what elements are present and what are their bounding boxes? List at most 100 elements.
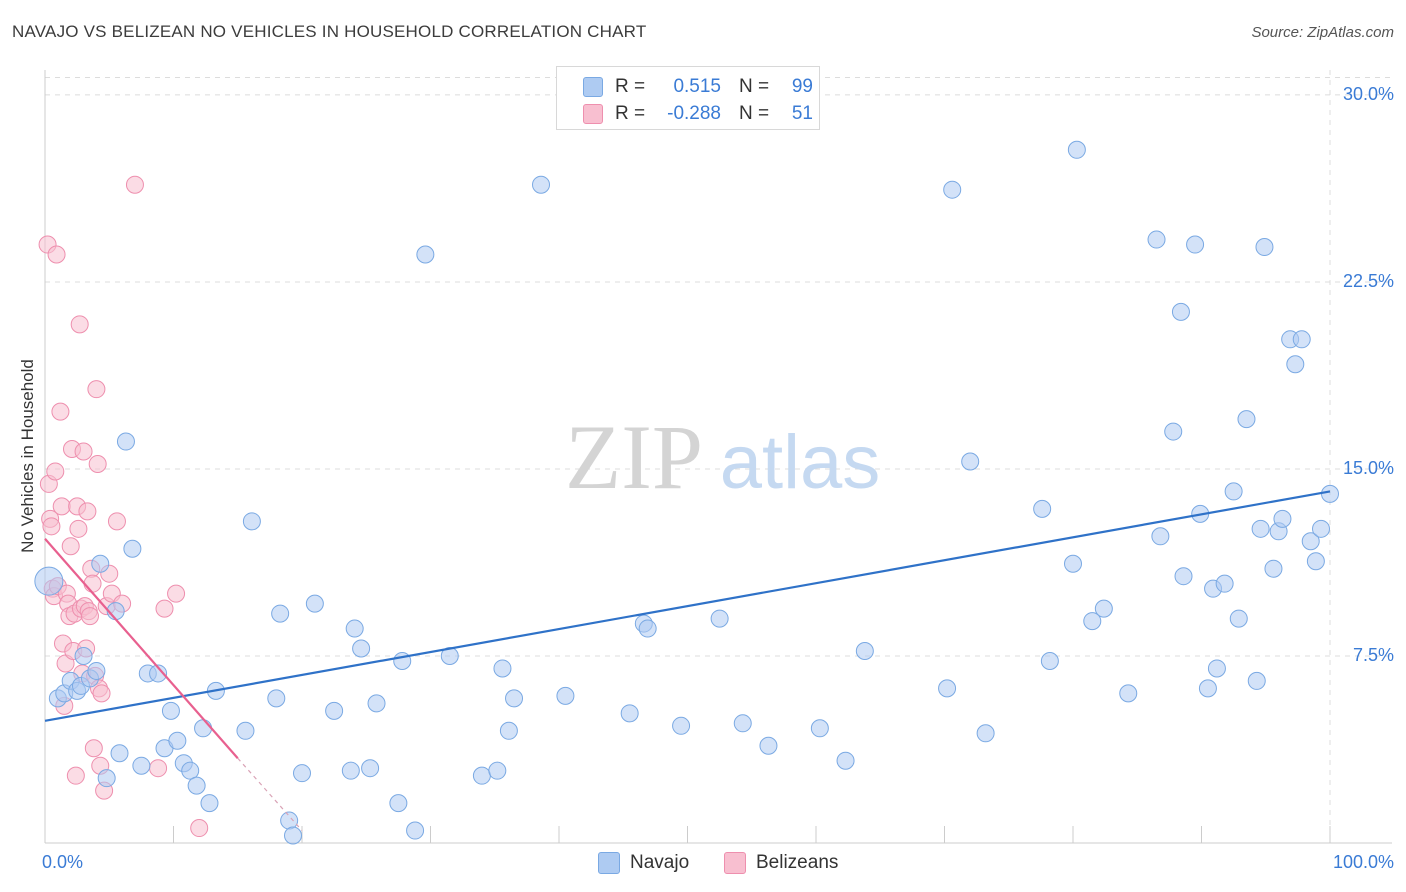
navajo-point	[87, 661, 106, 680]
belizean-point	[80, 607, 99, 626]
navajo-swatch	[583, 77, 603, 97]
navajo-point	[638, 619, 657, 638]
navajo-point	[367, 694, 386, 713]
navajo-point	[759, 736, 778, 755]
navajo-point	[97, 769, 116, 788]
belizean-trend-line	[44, 538, 239, 759]
legend-label-navajo: Navajo	[630, 852, 690, 873]
legend-row-belizeans: R = -0.288 N = 51	[583, 101, 813, 127]
navajo-point	[836, 751, 855, 770]
navajo-point	[855, 641, 874, 660]
belizean-point	[107, 512, 126, 531]
navajo-point	[345, 619, 364, 638]
navajo-point	[406, 821, 425, 840]
belizean-point	[84, 739, 103, 758]
navajo-point	[1255, 238, 1274, 257]
belizean-point	[66, 766, 85, 785]
navajo-point	[325, 701, 344, 720]
navajo-point	[194, 719, 213, 738]
navajo-point	[1207, 659, 1226, 678]
x-tick-label-min: 0.0%	[42, 852, 84, 872]
y-axis-label: No Vehicles in Household	[18, 359, 37, 553]
belizean-point	[92, 684, 111, 703]
navajo-point	[733, 714, 752, 733]
navajo-point	[1119, 684, 1138, 703]
n-label: N =	[739, 76, 770, 97]
navajo-point	[505, 689, 524, 708]
navajo-point	[499, 721, 518, 740]
navajo-point	[389, 794, 408, 813]
navajo-point	[1174, 567, 1193, 586]
navajo-point	[1273, 509, 1292, 528]
navajo-point	[267, 689, 286, 708]
belizean-point	[149, 759, 168, 778]
navajo-point	[810, 719, 829, 738]
navajo-point	[116, 432, 135, 451]
belizean-point	[190, 819, 209, 838]
navajo-point	[123, 539, 142, 558]
navajo-point	[110, 744, 129, 763]
belizean-point	[42, 517, 61, 536]
belizean-point	[167, 584, 186, 603]
belizean-point	[125, 175, 144, 194]
navajo-point	[1040, 651, 1059, 670]
navajo-point	[187, 776, 206, 795]
navajo-point	[1147, 230, 1166, 249]
navajo-point	[1229, 609, 1248, 628]
belizean-point	[74, 442, 93, 461]
legend-item-belizeans[interactable]: Belizeans	[724, 852, 838, 874]
navajo-point	[1171, 302, 1190, 321]
navajo-point	[200, 794, 219, 813]
navajo-point	[416, 245, 435, 264]
belizean-point	[46, 462, 65, 481]
navajo-point	[1064, 554, 1082, 573]
trend-lines	[44, 490, 1331, 831]
correlation-legend: R = 0.515 N = 99 R = -0.288 N = 51	[556, 66, 820, 130]
navajo-trend-line	[44, 490, 1331, 722]
belizean-trend-extension	[237, 757, 303, 831]
chart-title: NAVAJO VS BELIZEAN NO VEHICLES IN HOUSEH…	[12, 22, 647, 41]
watermark: ZIP atlas	[565, 406, 880, 508]
navajo-point	[1301, 532, 1320, 551]
belizean-point	[155, 599, 174, 618]
navajo-point	[1186, 235, 1205, 254]
navajo-point	[672, 716, 691, 735]
belizean-point	[52, 497, 71, 516]
belizean-swatch	[583, 104, 603, 124]
navajo-point	[1083, 612, 1102, 631]
navajo-point	[961, 452, 980, 471]
belizean-point	[69, 519, 88, 538]
belizean-swatch	[724, 852, 746, 874]
navajo-point	[532, 175, 551, 194]
navajo-point	[1264, 559, 1283, 578]
belizean-point	[70, 315, 89, 334]
navajo-point	[168, 731, 187, 750]
navajo-point	[305, 594, 324, 613]
belizean-point	[61, 537, 80, 556]
watermark-zip: ZIP	[565, 406, 703, 508]
navajo-point	[710, 609, 729, 628]
navajo-point	[493, 659, 512, 678]
series-legend: Navajo Belizeans	[0, 852, 1406, 878]
navajo-point	[1224, 482, 1243, 501]
navajo-point	[488, 761, 507, 780]
axes	[44, 70, 1392, 844]
legend-row-navajo: R = 0.515 N = 99	[583, 74, 813, 100]
watermark-atlas: atlas	[720, 420, 881, 505]
navajo-point	[620, 704, 639, 723]
legend-item-navajo[interactable]: Navajo	[598, 852, 689, 874]
navajo-point	[361, 759, 380, 778]
r-value: -0.288	[667, 103, 721, 124]
n-value: 99	[791, 76, 813, 97]
y-tick-label: 15.0%	[1342, 457, 1394, 478]
navajo-point	[1094, 599, 1113, 618]
navajo-swatch	[598, 852, 620, 874]
navajo-point	[1067, 140, 1086, 159]
navajo-point	[1237, 410, 1256, 429]
navajo-point	[293, 764, 311, 783]
r-label: R =	[615, 103, 646, 124]
navajo-point	[1164, 422, 1183, 441]
r-label: R =	[615, 76, 646, 97]
gridlines	[45, 70, 1392, 843]
